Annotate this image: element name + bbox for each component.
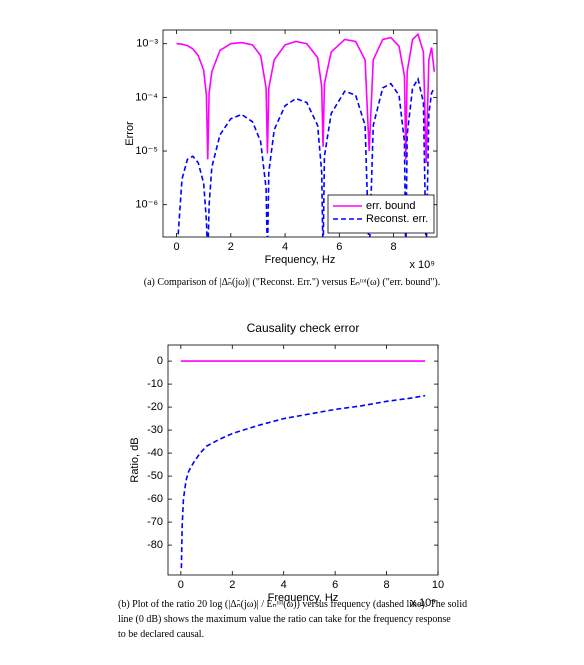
y-tick-label: 10⁻⁴: [135, 91, 158, 103]
y-axis-label: Ratio, dB: [129, 437, 141, 482]
plot-area: [167, 344, 439, 576]
x-tick-label: 8: [391, 241, 397, 253]
x-tick-label: 4: [282, 241, 288, 253]
y-tick-label: -10: [147, 378, 163, 390]
y-tick-label: -30: [147, 424, 163, 436]
x-scale-label: x 10⁹: [409, 259, 435, 271]
y-tick-label: -70: [147, 516, 163, 528]
x-tick-label: 6: [336, 241, 342, 253]
y-tick-label: -20: [147, 401, 163, 413]
plot-lines: [176, 32, 436, 237]
legend-label: Reconst. err.: [366, 213, 428, 225]
legend-label: err. bound: [366, 200, 416, 212]
y-tick-label: -60: [147, 493, 163, 505]
caption-line: to be declared causal.: [118, 629, 204, 640]
y-tick-label: 10⁻³: [136, 38, 158, 50]
caption-line: line (0 dB) shows the maximum value the …: [118, 614, 451, 625]
x-tick-label: 6: [332, 579, 338, 591]
x-scale-label: x 10⁹: [410, 597, 436, 609]
chart-title: Causality check error: [247, 321, 360, 335]
y-axis-label: Error: [124, 121, 136, 146]
y-tick-label: -40: [147, 447, 163, 459]
x-axis-label: Frequency, Hz: [268, 592, 339, 604]
x-tick-label: 4: [281, 579, 287, 591]
y-tick-label: -50: [147, 470, 163, 482]
caption-line: (a) Comparison of |Δ̃ₙ(jω)| ("Reconst. E…: [144, 277, 440, 288]
caption-line: (b) Plot of the ratio 20 log (|Δ̃ₙ(jω)| …: [118, 599, 467, 610]
y-tick-label: 10⁻⁵: [135, 145, 158, 157]
y-tick-label: 0: [157, 355, 163, 367]
x-tick-label: 10: [432, 579, 444, 591]
x-tick-label: 2: [229, 579, 235, 591]
x-tick-label: 8: [384, 579, 390, 591]
series-line: [180, 394, 426, 569]
x-tick-label: 0: [174, 241, 180, 253]
x-axis-label: Frequency, Hz: [265, 254, 336, 266]
y-tick-label: 10⁻⁶: [135, 199, 158, 211]
series-line: [176, 32, 436, 163]
series-line: [177, 76, 435, 237]
x-tick-label: 2: [228, 241, 234, 253]
legend-box: [327, 194, 435, 234]
plot-lines: [180, 360, 426, 569]
x-tick-label: 0: [178, 579, 184, 591]
y-tick-label: -80: [147, 539, 163, 551]
